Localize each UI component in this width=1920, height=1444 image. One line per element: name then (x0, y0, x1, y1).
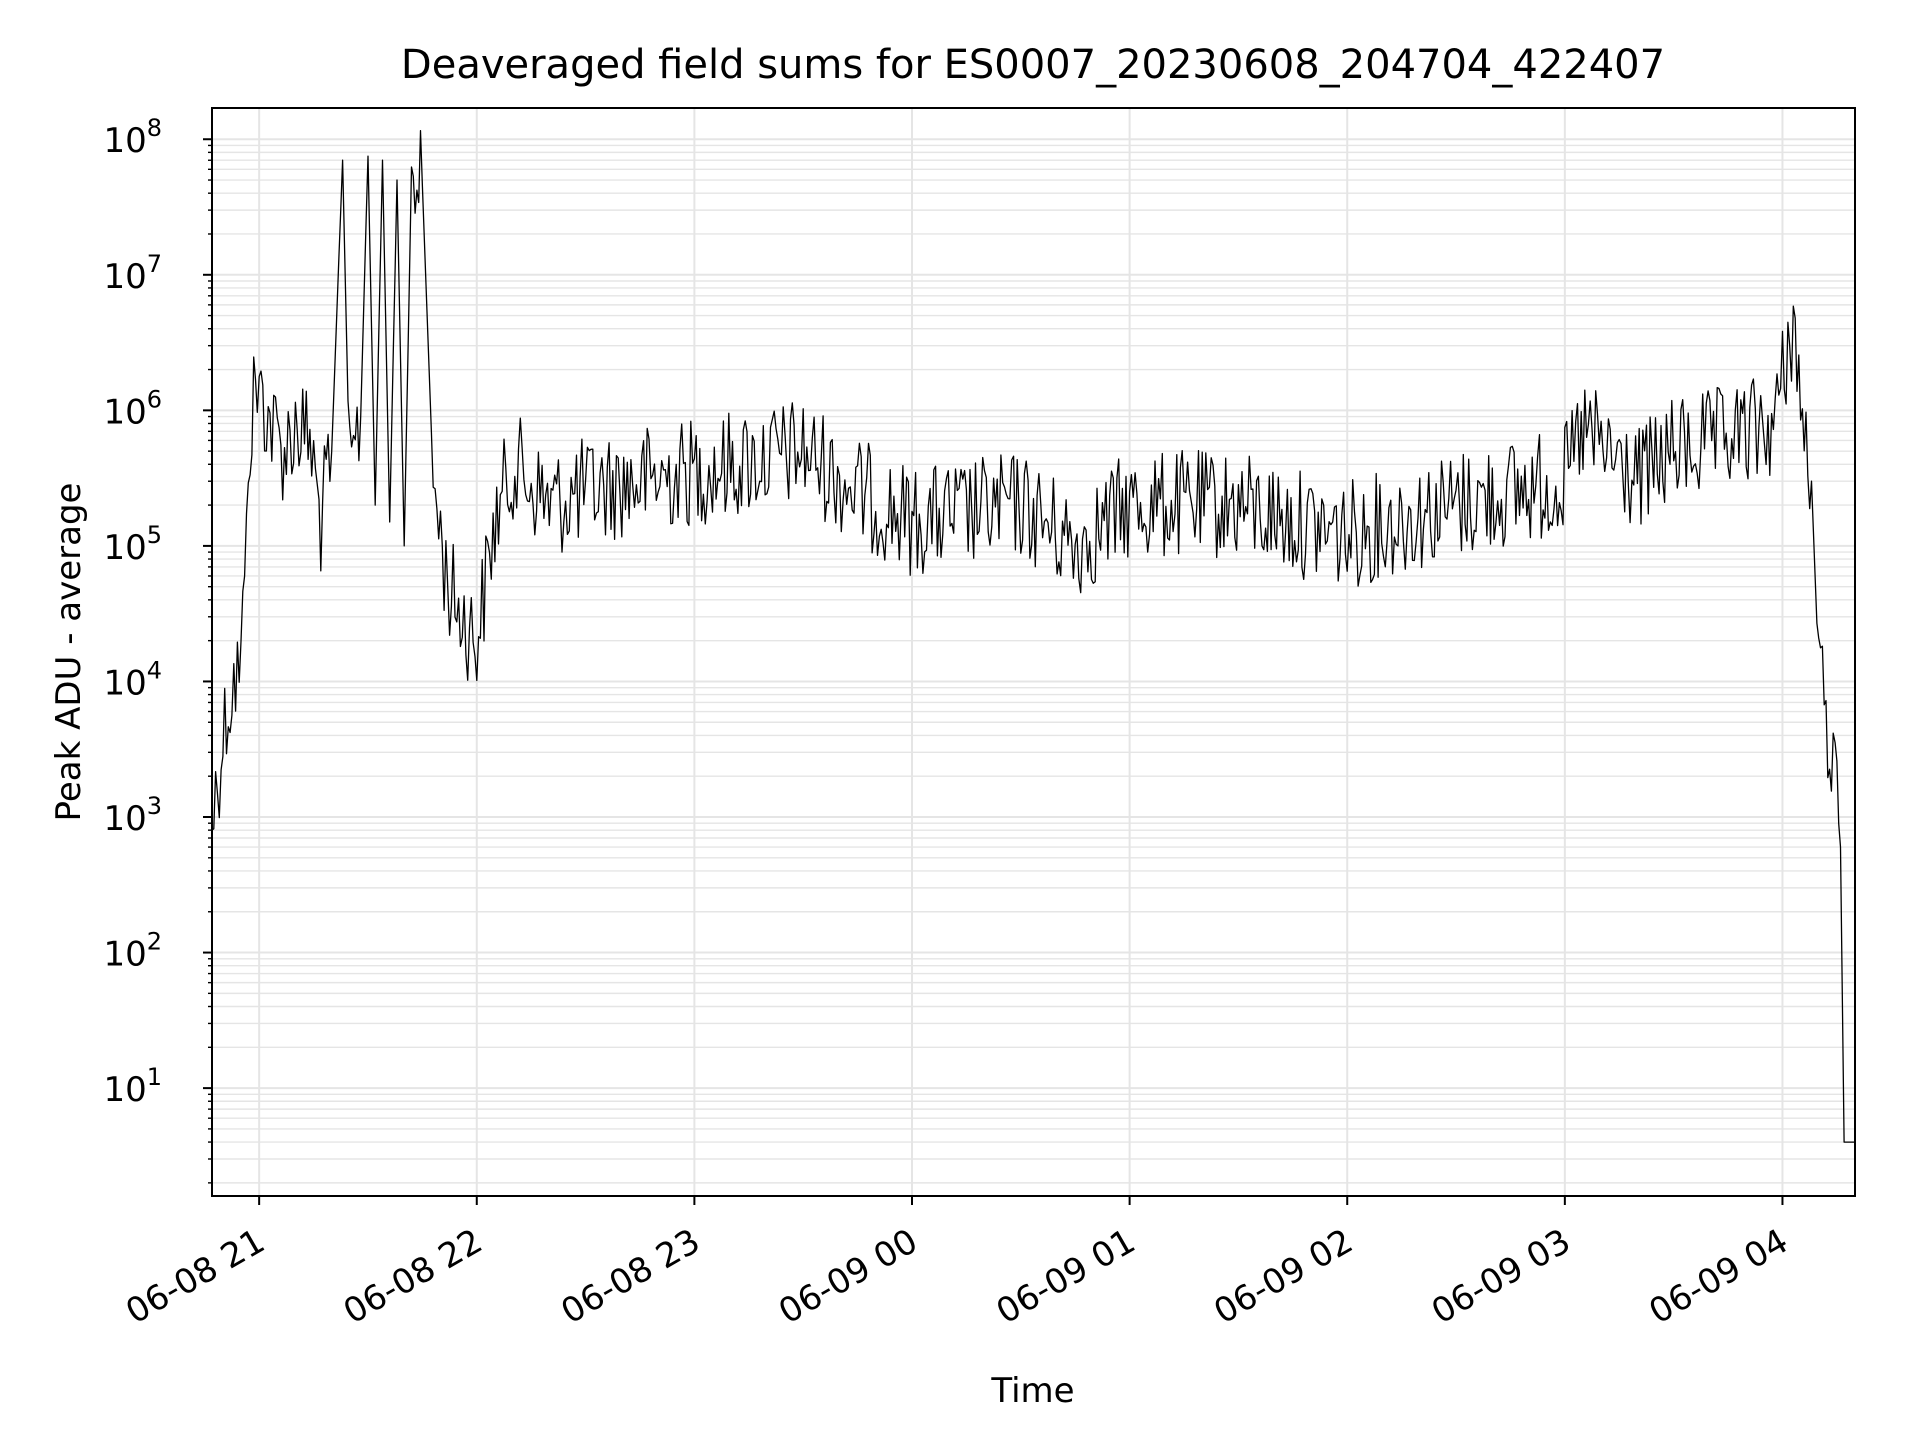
y-tick-label: 106 (103, 385, 162, 432)
chart-title: Deaveraged field sums for ES0007_2023060… (401, 42, 1665, 88)
grid-layer (212, 108, 1855, 1196)
x-axis-label: Time (990, 1371, 1074, 1411)
plot-frame (211, 107, 1856, 1197)
y-tick-label: 107 (103, 250, 162, 297)
y-axis-label: Peak ADU - average (49, 483, 89, 822)
series-line (211, 130, 1855, 1143)
